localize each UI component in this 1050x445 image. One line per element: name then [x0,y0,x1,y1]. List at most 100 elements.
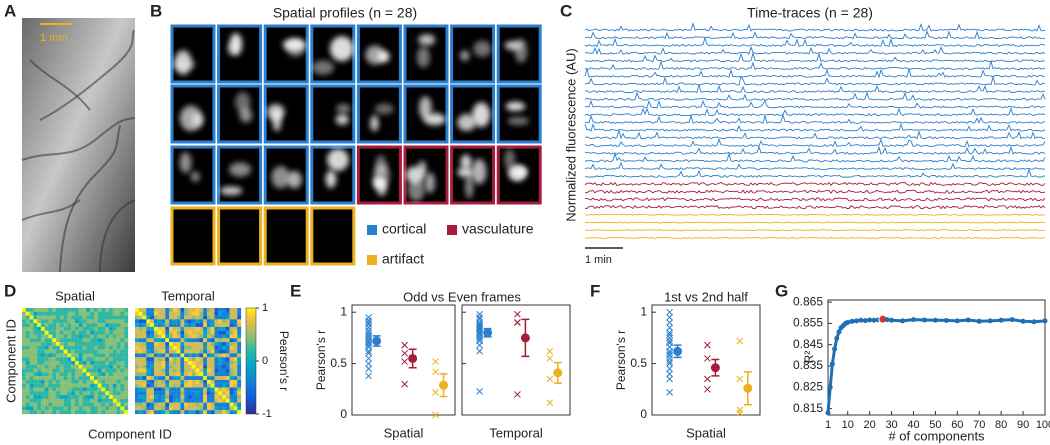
matrix-cell [180,395,185,399]
matrix-cell [71,311,76,316]
matrix-cell [71,372,76,377]
point [666,308,673,316]
matrix-cell [71,349,76,354]
matrix-cell [169,361,173,365]
matrix-cell [59,349,64,354]
x-tick-label: 80 [995,419,1007,431]
point [365,347,372,355]
matrix-cell [237,395,242,399]
matrix-cell [176,357,181,362]
matrix-cell [90,376,95,381]
matrix-cell [101,376,106,381]
matrix-cell [214,345,219,350]
point [365,365,372,373]
matrix-cell [71,391,76,396]
matrix-cell [206,323,211,328]
matrix-cell [199,383,204,388]
matrix-cell [48,364,53,369]
matrix-cell [199,406,204,411]
blob [407,178,425,202]
matrix-cell [218,387,223,392]
matrix-cell [120,311,125,316]
matrix-cell [218,376,223,381]
matrix-cell [52,410,57,415]
matrix-cell [214,372,219,377]
matrix-cell [184,387,189,392]
matrix-cell [153,361,158,365]
matrix-cell [146,345,151,350]
matrix-cell [210,383,215,388]
matrix-cell [153,308,158,312]
matrix-cell [40,372,45,377]
matrix-cell [146,342,151,346]
matrix-cell [225,353,230,358]
matrix-cell [150,376,155,381]
matrix-cell [229,308,234,312]
matrix-cell [138,398,143,403]
matrix-cell [150,387,155,392]
matrix-cell [116,379,121,384]
matrix-cell [97,342,102,346]
matrix-cell [37,353,42,358]
trace [584,29,1046,40]
matrix-cell [116,398,121,403]
matrix-cell [184,330,189,335]
matrix-cell [176,395,181,399]
matrix-cell [188,323,192,328]
matrix-cell [22,353,26,358]
x-tick-label: 90 [1017,419,1029,431]
matrix-cell [67,357,72,362]
matrix-cell [206,376,211,381]
matrix-cell [214,391,219,396]
matrix-cell [165,364,170,369]
point [666,352,673,359]
trace [584,51,1046,63]
matrix-cell [124,338,129,343]
matrix-cell [78,379,83,384]
matrix-cell [180,330,185,335]
matrix-cell [78,410,83,415]
matrix-cell [90,311,95,316]
matrix-cell [188,349,192,354]
matrix-cell [157,402,162,407]
matrix-cell [71,308,76,312]
blob [192,113,204,127]
matrix-cell [29,349,34,354]
matrix-cell [52,376,57,381]
matrix-cell [191,372,196,377]
matrix-cell [135,330,139,335]
matrix-cell [184,338,189,343]
matrix-cell [188,315,192,320]
matrix-cell [199,326,204,331]
matrix-cell [135,402,139,407]
matrix-cell [153,387,158,392]
blob [473,40,492,57]
matrix-cell [44,334,49,339]
matrix-cell [56,376,60,381]
matrix-cell [237,357,242,362]
matrix-cell [25,364,30,369]
matrix-cell [78,308,83,312]
matrix-cell [195,330,200,335]
thumbnail [217,145,263,205]
matrix-cell [214,410,219,415]
matrix-cell [124,372,129,377]
matrix-cell [63,410,68,415]
matrix-cell [22,326,26,331]
matrix-cell [229,383,234,388]
matrix-cell [82,361,87,365]
mean-marker [743,383,753,393]
matrix-cell [218,406,223,411]
matrix-cell [101,364,106,369]
matrix-cell [37,391,42,396]
matrix-cell [153,334,158,339]
matrix-cell [82,349,87,354]
matrix-cell [75,395,79,399]
matrix-cell [229,357,234,362]
matrix-cell [59,308,64,312]
matrix-cell [52,342,57,346]
matrix-cell [150,379,155,384]
matrix-cell [161,391,166,396]
matrix-cell [138,364,143,369]
thumbnail [450,24,496,84]
